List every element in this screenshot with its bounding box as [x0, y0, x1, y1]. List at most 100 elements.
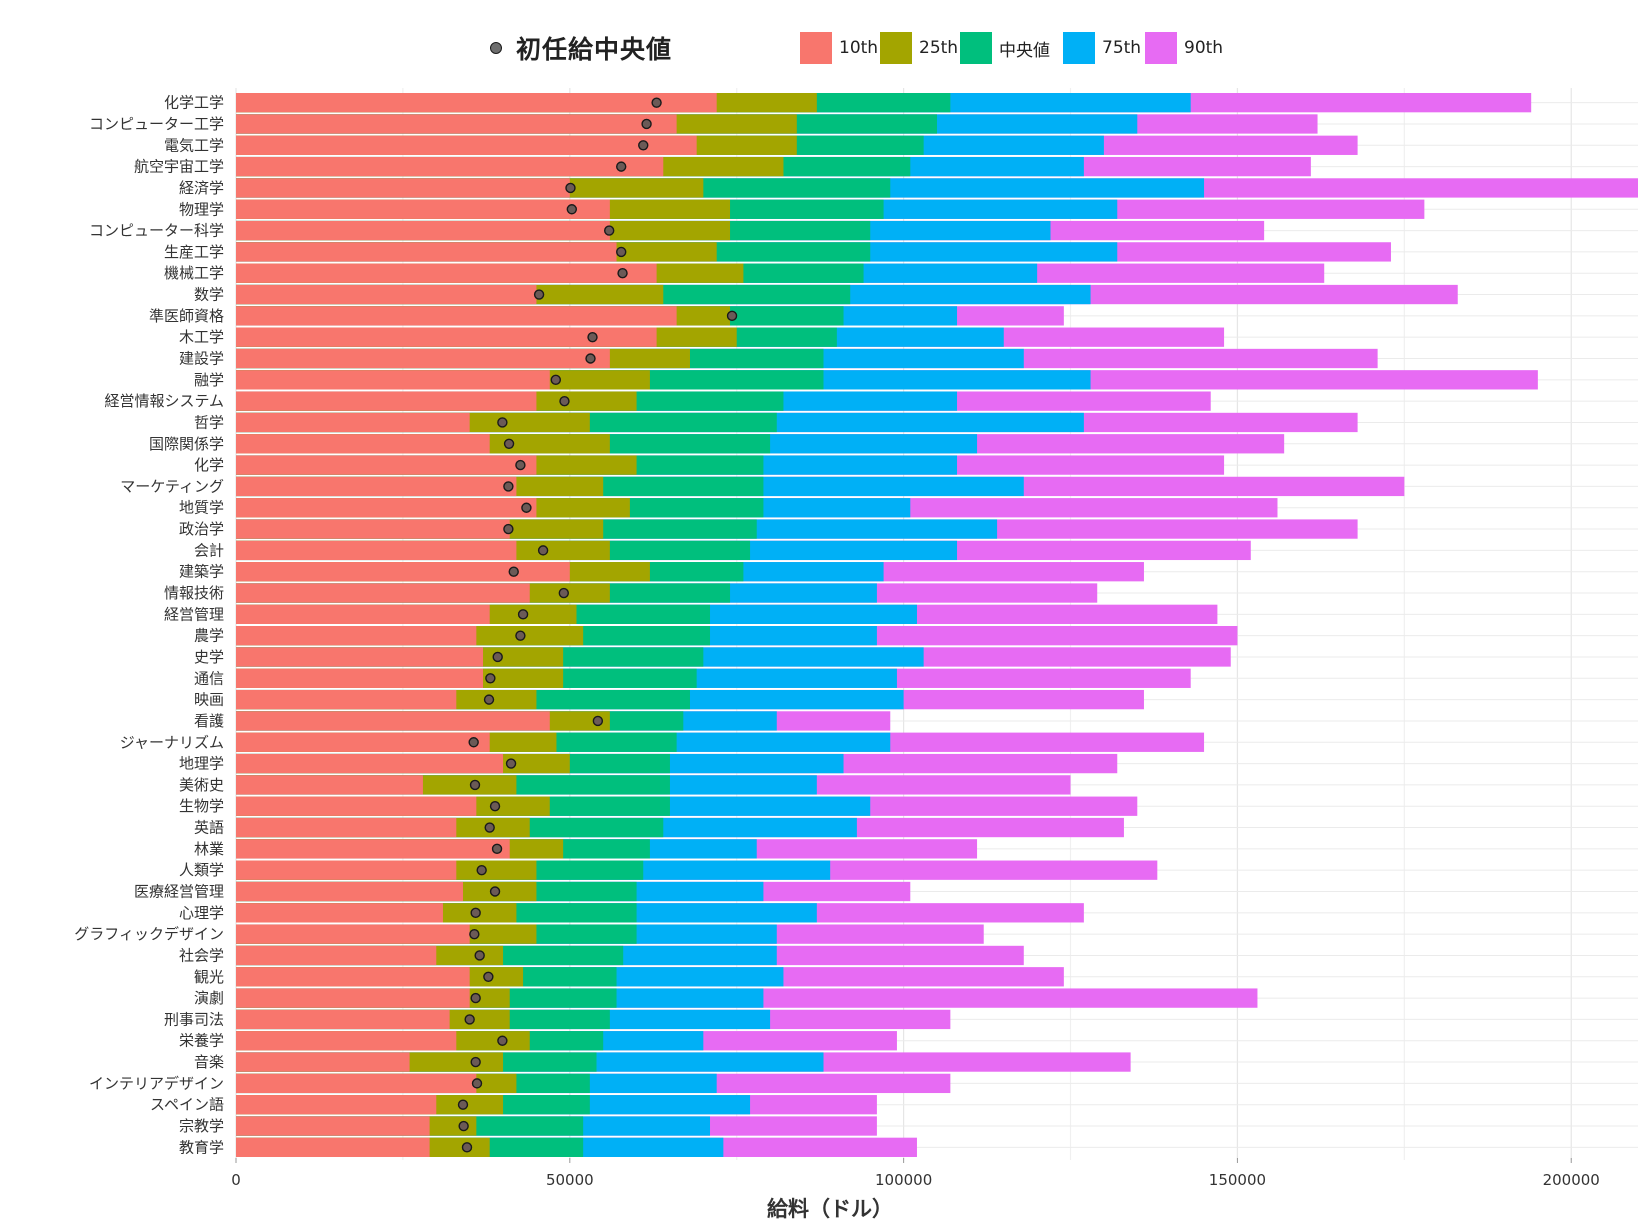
y-tick-label: 教育学	[179, 1138, 224, 1156]
start-salary-point-27	[492, 651, 503, 663]
bar-p10-43	[236, 988, 470, 1008]
y-tick-label: マーケティング	[120, 477, 224, 495]
y-tick-label: 社会学	[179, 946, 224, 964]
bar-p10-24	[236, 583, 530, 603]
start-salary-point-49	[458, 1120, 469, 1132]
y-tick-label: 経営情報システム	[104, 392, 224, 410]
legend-swatch	[1145, 32, 1177, 64]
start-salary-point-40	[469, 928, 480, 940]
x-tick-label: 0	[231, 1171, 241, 1189]
start-salary-point-31	[468, 737, 479, 748]
y-tick-label: 史学	[194, 648, 224, 666]
start-salary-point-6	[566, 204, 578, 215]
start-salary-point-12	[587, 331, 598, 343]
y-tick-label: 演劇	[194, 989, 224, 1007]
bar-p10-19	[236, 476, 517, 497]
bar-p10-41	[236, 945, 437, 966]
y-tick-label: 哲学	[194, 413, 224, 431]
start-salary-point-9	[617, 268, 628, 279]
bar-p10-1	[236, 93, 717, 113]
legend-item: 中央値	[960, 32, 1050, 64]
legend-item: 90th	[1145, 32, 1223, 64]
start-salary-point-43	[470, 992, 481, 1004]
bar-p10-22	[236, 540, 517, 561]
start-salary-point-15	[559, 395, 570, 407]
start-salary-point-35	[484, 822, 495, 833]
bar-p10-10	[236, 284, 537, 305]
bar-p10-33	[236, 775, 423, 795]
x-tick-label: 50000	[546, 1171, 594, 1189]
start-salary-point-41	[474, 950, 485, 961]
start-salary-point-14	[550, 374, 561, 386]
bar-p10-46	[236, 1052, 410, 1072]
y-tick-label: 数学	[194, 286, 224, 304]
bar-p10-6	[236, 199, 610, 219]
legend-item: 75th	[1063, 32, 1141, 64]
bar-p10-4	[236, 156, 664, 177]
start-salary-point-3	[638, 140, 649, 151]
y-tick-label: 建築学	[179, 563, 224, 581]
legend-start-salary: 初任給中央値	[490, 30, 672, 66]
start-salary-point-13	[585, 353, 596, 364]
start-salary-point-10	[533, 289, 545, 300]
start-salary-point-18	[515, 459, 526, 471]
y-tick-label: 化学工学	[164, 94, 224, 112]
bar-p10-8	[236, 242, 617, 262]
y-tick-label: 林業	[194, 840, 224, 858]
y-tick-label: 刑事司法	[164, 1010, 224, 1028]
bar-p10-39	[236, 903, 443, 923]
y-tick-label: 農学	[194, 627, 224, 645]
x-tick-label: 150000	[1209, 1171, 1266, 1189]
y-tick-label: 音楽	[194, 1053, 224, 1071]
bar-p10-48	[236, 1095, 437, 1115]
start-salary-point-28	[485, 673, 496, 684]
legend-label: 25th	[919, 38, 959, 58]
bar-p10-31	[236, 732, 490, 752]
bar-p10-27	[236, 647, 484, 667]
y-tick-label: 生産工学	[164, 243, 224, 261]
bar-p10-45	[236, 1031, 457, 1051]
legend-label: 75th	[1102, 38, 1142, 58]
y-tick-label: 経営管理	[164, 605, 224, 623]
y-tick-label: 人類学	[179, 861, 224, 879]
y-tick-label: コンピューター科学	[89, 222, 224, 240]
y-tick-label: コンピューター工学	[89, 115, 224, 133]
bar-p10-20	[236, 498, 537, 518]
bar-p10-14	[236, 370, 550, 390]
legend-dot-label: 初任給中央値	[516, 35, 673, 64]
y-tick-label: 看護	[194, 712, 224, 730]
bar-p10-37	[236, 860, 457, 880]
bar-p10-16	[236, 412, 470, 433]
start-salary-point-1	[651, 97, 662, 108]
bar-p10-21	[236, 519, 510, 539]
legend-item: 25th	[880, 32, 958, 64]
y-tick-label: 美術史	[179, 776, 224, 794]
y-tick-label: 木工学	[179, 328, 224, 346]
start-salary-point-25	[517, 609, 529, 620]
bar-p10-35	[236, 817, 457, 838]
bar-p10-50	[236, 1137, 430, 1157]
legend: 初任給中央値 10th 25th 中央値 75th 90th	[0, 0, 1638, 100]
bar-p10-23	[236, 562, 570, 582]
start-salary-point-2	[641, 118, 652, 130]
x-tick-label: 200000	[1543, 1171, 1600, 1189]
bar-p10-38	[236, 881, 463, 902]
bar-p10-17	[236, 434, 490, 454]
y-tick-label: グラフィックデザイン	[74, 925, 224, 943]
start-salary-point-19	[503, 481, 514, 492]
start-salary-point-23	[508, 566, 519, 577]
bar-p10-34	[236, 796, 477, 816]
start-salary-point-24	[558, 587, 570, 599]
y-tick-label: 通信	[194, 669, 224, 687]
bar-p10-13	[236, 348, 610, 369]
start-salary-point-50	[461, 1142, 473, 1153]
start-salary-point-21	[503, 523, 514, 535]
bar-p10-2	[236, 114, 677, 134]
legend-item: 10th	[800, 32, 878, 64]
start-salary-points	[457, 97, 738, 1153]
y-tick-label: 観光	[194, 968, 224, 986]
y-tick-label: スペイン語	[150, 1096, 224, 1114]
bar-p10-49	[236, 1116, 430, 1136]
start-salary-point-22	[537, 545, 549, 556]
start-salary-point-44	[464, 1014, 475, 1025]
